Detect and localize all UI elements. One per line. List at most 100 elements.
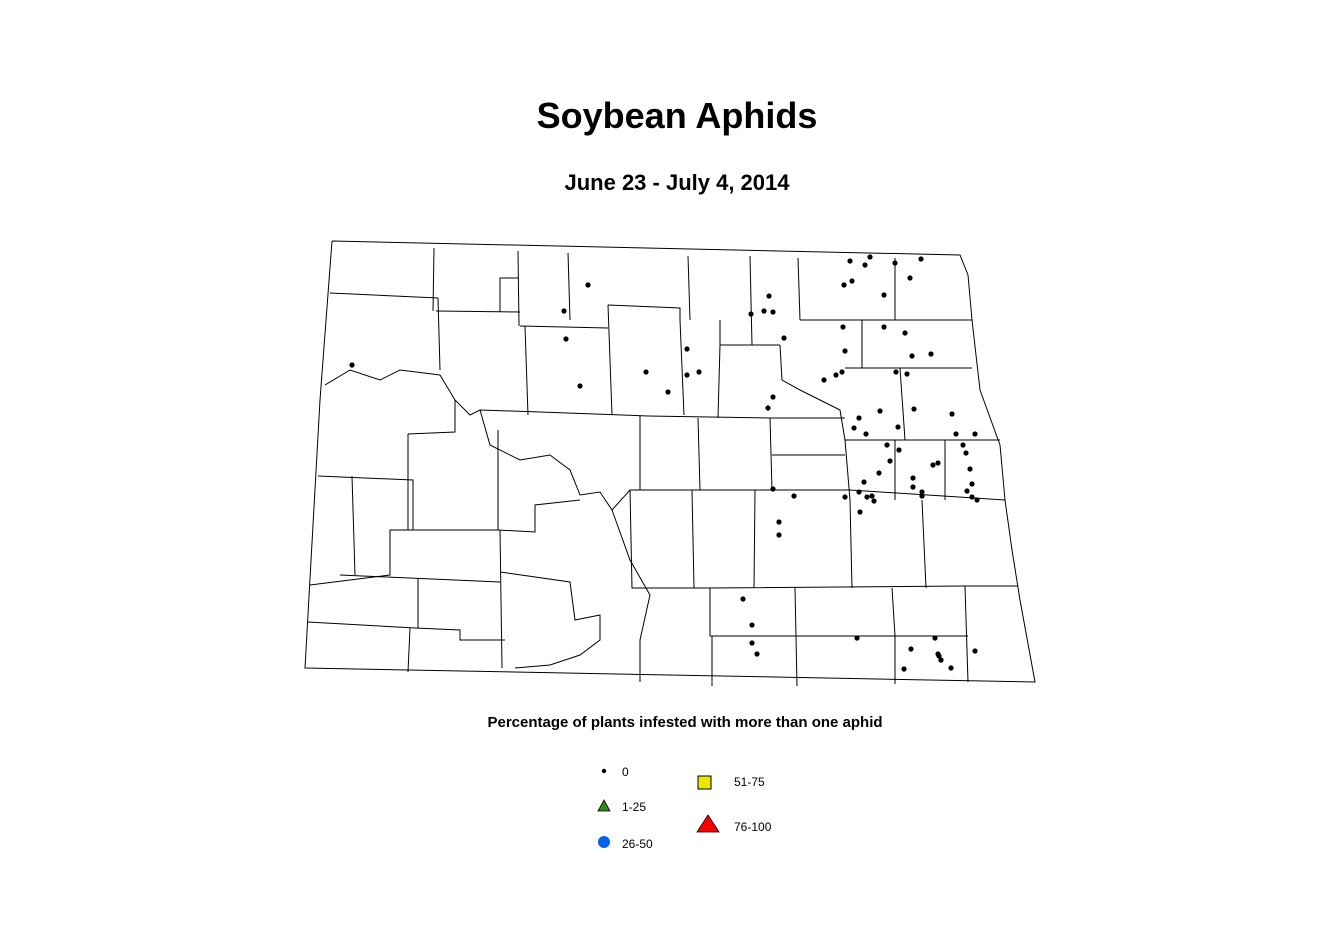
county-boundary xyxy=(517,250,520,327)
sample-site-0 xyxy=(840,324,846,330)
county-boundary xyxy=(611,509,651,682)
sample-site-0 xyxy=(918,256,924,262)
sample-site-0 xyxy=(821,377,827,383)
county-boundary xyxy=(607,304,613,416)
sample-site-0 xyxy=(887,458,893,464)
county-boundary xyxy=(779,344,846,441)
sample-site-0 xyxy=(907,275,913,281)
sample-site-0 xyxy=(869,493,875,499)
legend-square-icon xyxy=(697,775,712,790)
sample-site-0 xyxy=(877,408,883,414)
sample-site-0 xyxy=(930,462,936,468)
sample-site-0 xyxy=(919,489,925,495)
legend-label-0: 0 xyxy=(622,765,629,779)
sample-site-0 xyxy=(901,666,907,672)
sample-site-0 xyxy=(854,635,860,641)
sample-sites xyxy=(349,254,980,672)
sample-site-0 xyxy=(881,324,887,330)
sample-site-0 xyxy=(851,425,857,431)
sample-site-0 xyxy=(910,484,916,490)
county-boundary xyxy=(407,400,456,435)
county-boundary xyxy=(964,585,969,683)
sample-site-0 xyxy=(749,622,755,628)
sample-site-0 xyxy=(577,383,583,389)
sample-site-0 xyxy=(953,431,959,437)
sample-site-0 xyxy=(761,308,767,314)
county-boundary xyxy=(390,499,581,533)
sample-site-0 xyxy=(847,258,853,264)
sample-site-0 xyxy=(585,282,591,288)
legend-label-26-50: 26-50 xyxy=(622,837,653,851)
county-boundary xyxy=(317,475,414,530)
county-boundary xyxy=(499,277,518,312)
county-boundary xyxy=(679,319,685,416)
county-boundary xyxy=(329,292,439,299)
county-boundary xyxy=(899,367,906,441)
sample-site-0 xyxy=(904,371,910,377)
sample-site-0 xyxy=(969,494,975,500)
county-boundary xyxy=(307,621,505,641)
sample-site-0 xyxy=(842,348,848,354)
sample-site-0 xyxy=(896,447,902,453)
county-boundary xyxy=(351,475,356,576)
sample-site-0 xyxy=(969,481,975,487)
sample-site-0 xyxy=(935,651,941,657)
sample-site-0 xyxy=(841,282,847,288)
county-boundary xyxy=(719,320,752,346)
sample-site-0 xyxy=(696,369,702,375)
sample-site-0 xyxy=(349,362,355,368)
map-title: Soybean Aphids xyxy=(536,95,818,136)
county-boundary xyxy=(769,417,773,491)
sample-site-0 xyxy=(902,330,908,336)
county-boundary xyxy=(567,252,571,321)
sample-site-0 xyxy=(895,424,901,430)
sample-site-0 xyxy=(766,293,772,299)
county-boundary xyxy=(607,304,681,320)
sample-site-0 xyxy=(863,431,869,437)
sample-site-0 xyxy=(856,489,862,495)
sample-site-0 xyxy=(892,260,898,266)
county-boundary xyxy=(691,489,695,589)
sample-site-0 xyxy=(849,278,855,284)
sample-site-0 xyxy=(842,494,848,500)
legend-circle-icon xyxy=(598,836,610,848)
sample-site-0 xyxy=(972,431,978,437)
county-boundary xyxy=(797,257,801,321)
county-boundary xyxy=(339,574,501,583)
sample-site-0 xyxy=(974,497,980,503)
sample-site-0 xyxy=(967,466,973,472)
legend-title: Percentage of plants infested with more … xyxy=(487,714,883,731)
legend-symbols xyxy=(597,768,720,848)
county-boundary xyxy=(753,489,756,589)
sample-site-0 xyxy=(893,369,899,375)
county-boundary xyxy=(519,325,609,329)
sample-site-0 xyxy=(948,665,954,671)
county-boundary xyxy=(749,255,753,346)
sample-site-0 xyxy=(964,488,970,494)
sample-site-0 xyxy=(963,450,969,456)
county-boundary xyxy=(407,627,411,673)
sample-site-0 xyxy=(839,369,845,375)
sample-site-0 xyxy=(754,651,760,657)
sample-site-0 xyxy=(748,311,754,317)
sample-site-0 xyxy=(643,369,649,375)
legend-triangle-icon xyxy=(597,799,611,812)
sample-site-0 xyxy=(864,494,870,500)
sample-site-0 xyxy=(867,254,873,260)
sample-site-0 xyxy=(911,406,917,412)
county-boundary xyxy=(794,587,798,687)
sample-site-0 xyxy=(776,519,782,525)
county-boundary xyxy=(891,587,896,637)
county-boundary xyxy=(479,409,1006,511)
county-boundary xyxy=(697,417,701,491)
sample-site-0 xyxy=(862,262,868,268)
sample-site-0 xyxy=(871,498,877,504)
county-boundaries xyxy=(304,240,1036,687)
county-boundary xyxy=(921,499,927,589)
sample-site-0 xyxy=(884,442,890,448)
sample-site-0 xyxy=(770,486,776,492)
sample-site-0 xyxy=(861,479,867,485)
sample-site-0 xyxy=(928,351,934,357)
sample-site-0 xyxy=(972,648,978,654)
